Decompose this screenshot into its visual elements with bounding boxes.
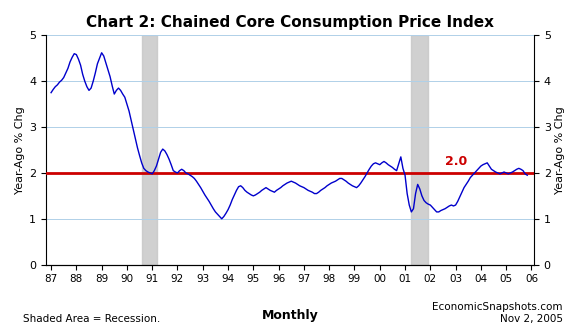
Title: Chart 2: Chained Core Consumption Price Index: Chart 2: Chained Core Consumption Price … [86,15,494,30]
Text: 2.0: 2.0 [445,155,467,168]
Text: Monthly: Monthly [262,309,318,322]
Text: Shaded Area = Recession.: Shaded Area = Recession. [23,314,161,324]
Bar [142,35,157,265]
Y-axis label: Year-Ago % Chg: Year-Ago % Chg [15,106,25,194]
Y-axis label: Year-Ago % Chg: Year-Ago % Chg [555,106,565,194]
Text: EconomicSnapshots.com
Nov 2, 2005: EconomicSnapshots.com Nov 2, 2005 [432,302,563,324]
Bar [411,35,428,265]
